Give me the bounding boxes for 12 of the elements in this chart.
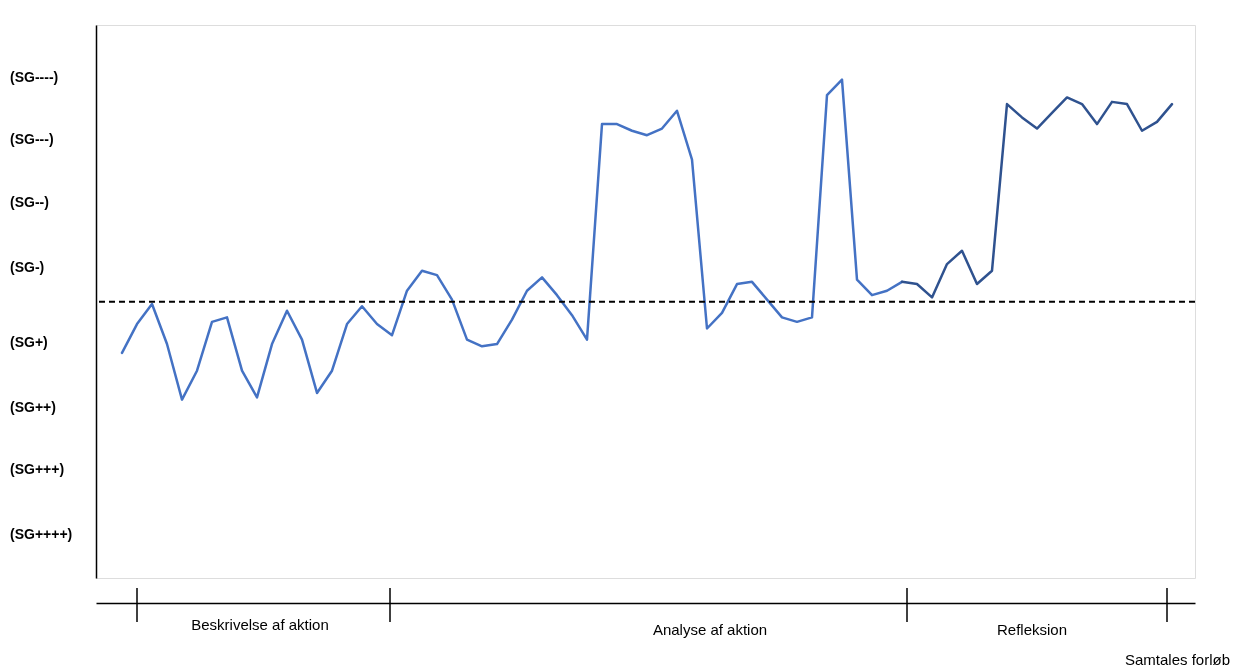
text: (SG+) <box>10 334 48 350</box>
text: (SG----) <box>10 69 59 85</box>
text: (SG-) <box>10 259 45 275</box>
text: (SG---) <box>10 131 54 147</box>
text: (SG++) <box>10 399 56 415</box>
text: (SG+++) <box>10 461 65 477</box>
text: (SG++++) <box>10 526 73 542</box>
text: Analyse af aktion <box>652 621 768 638</box>
text: Samtales forløb <box>1124 651 1230 668</box>
text: Refleksion <box>996 621 1068 638</box>
text: (SG--) <box>10 194 49 210</box>
text: Beskrivelse af aktion <box>191 616 329 633</box>
